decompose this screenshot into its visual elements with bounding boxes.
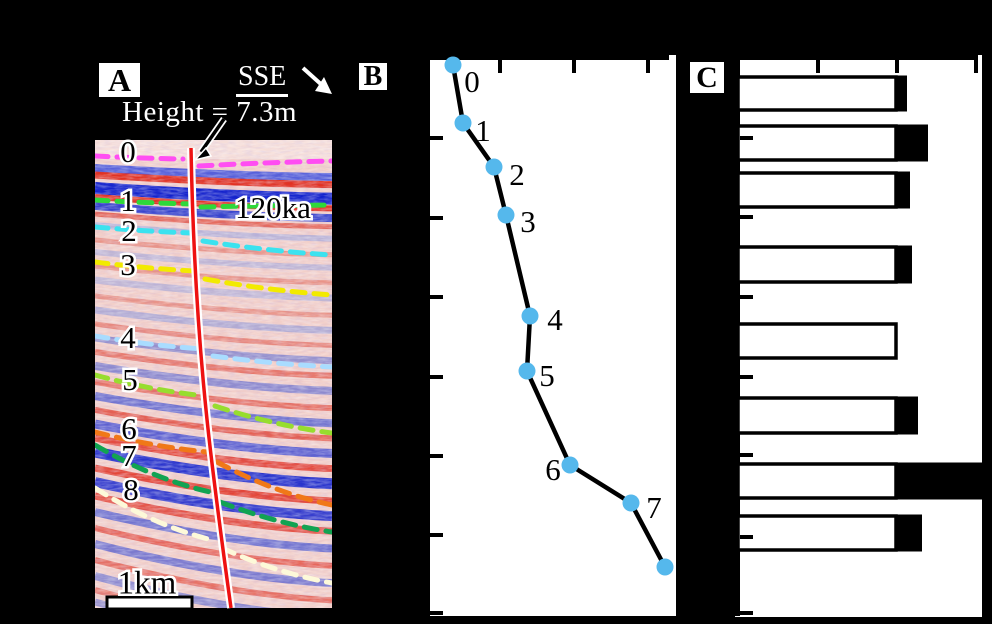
bar-white-segment-3 xyxy=(736,245,898,284)
panel-b-label-box: B xyxy=(356,60,390,93)
bar-black-segment-3 xyxy=(895,245,912,284)
panel-b-label: B xyxy=(363,60,383,92)
horizon-line-5-right xyxy=(212,403,332,436)
point-label-0: 0 xyxy=(464,64,480,99)
panel-c-label: C xyxy=(696,60,718,94)
depth-profile-chart: 0 12 3 4 5 6 7 xyxy=(425,55,676,616)
point-label-4: 4 xyxy=(547,302,563,337)
horizon-line-3-left xyxy=(95,259,198,274)
horizon-label-3: 3 xyxy=(120,247,136,282)
direction-label: SSE xyxy=(236,61,289,97)
sse-direction-arrow xyxy=(301,66,332,94)
point-label-2: 2 xyxy=(509,157,525,192)
bar-black-segment-2 xyxy=(895,171,910,209)
scale-bar: 1km xyxy=(105,563,194,611)
bar-black-segment-1 xyxy=(895,124,928,162)
chart-b-plot-area xyxy=(425,55,676,616)
horizon-label-5: 5 xyxy=(122,362,138,397)
horizon-line-0-left xyxy=(95,153,186,162)
bar-white-segment-2 xyxy=(736,171,898,209)
displacement-bar-chart xyxy=(735,55,984,617)
height-annotation-arrow xyxy=(192,116,227,162)
horizon-line-6-left xyxy=(95,429,210,455)
bar-white-segment-1 xyxy=(736,124,898,162)
bar-black-segment-0 xyxy=(895,75,907,112)
data-point-1 xyxy=(454,114,472,132)
chart-c-bars xyxy=(736,75,984,552)
horizon-line-5-left xyxy=(95,372,208,399)
fault-line xyxy=(189,147,233,609)
chart-c-ticks xyxy=(740,60,978,615)
seismic-section-panel: 0 123 4 5 678 120ka 1km xyxy=(95,116,332,611)
point-label-3: 3 xyxy=(520,204,536,239)
fault-height-annotation: Height = 7.3m xyxy=(122,96,298,128)
horizon-line-1-left xyxy=(95,197,194,207)
horizon-line-8-left xyxy=(95,485,215,543)
bar-black-segment-7 xyxy=(895,514,922,552)
data-point-2 xyxy=(485,158,503,176)
bar-white-segment-0 xyxy=(736,75,898,112)
horizon-line-2-right xyxy=(200,238,332,258)
bar-white-segment-5 xyxy=(736,396,898,435)
horizon-line-6-right xyxy=(214,459,332,508)
data-point-5 xyxy=(518,362,536,380)
point-label-7: 7 xyxy=(646,490,662,525)
horizon-line-7-right xyxy=(217,499,332,535)
bar-white-segment-4 xyxy=(736,322,898,360)
panel-a-label: A xyxy=(107,61,132,98)
point-label-5: 5 xyxy=(539,358,555,393)
horizon-label-0: 0 xyxy=(120,134,136,169)
bar-black-segment-6 xyxy=(895,462,984,500)
panel-a-label-box: A xyxy=(96,60,143,100)
data-point-last xyxy=(656,558,674,576)
horizon-label-8: 8 xyxy=(123,472,139,507)
arrowhead-icon xyxy=(315,77,332,94)
chart-b-ticks xyxy=(430,60,650,615)
horizon-line-4-right xyxy=(210,353,332,370)
interpreted-horizons xyxy=(95,153,332,586)
horizon-line-3-right xyxy=(202,276,332,298)
horizon-line-7-left xyxy=(95,442,213,495)
arrowhead-icon xyxy=(192,146,213,162)
horizon-label-6: 6 xyxy=(121,411,137,446)
bar-white-segment-6 xyxy=(736,462,898,500)
data-point-4 xyxy=(521,307,539,325)
data-point-3 xyxy=(497,206,515,224)
horizon-number-labels: 0 123 4 5 678 xyxy=(118,131,142,509)
chart-b-data-points xyxy=(444,56,674,576)
seismic-noise-dark xyxy=(95,140,332,608)
scale-bar-label: 1km xyxy=(118,566,177,602)
horizon-line-2-left xyxy=(95,224,196,236)
data-point-7 xyxy=(622,494,640,512)
bar-black-segment-5 xyxy=(895,396,918,435)
horizon-line-4-left xyxy=(95,333,206,352)
horizon-line-0-right xyxy=(196,158,332,169)
point-label-1: 1 xyxy=(475,113,491,148)
horizon-line-1-right xyxy=(198,202,332,210)
point-label-6: 6 xyxy=(545,452,561,487)
horizon-label-4: 4 xyxy=(120,320,136,355)
data-point-0 xyxy=(444,56,462,74)
age-label: 120ka xyxy=(235,190,311,225)
horizon-label-1: 1 xyxy=(120,183,136,218)
horizon-label-2: 2 xyxy=(121,213,137,248)
bar-white-segment-7 xyxy=(736,514,898,552)
chart-b-point-labels: 0 12 3 4 5 6 7 xyxy=(464,64,662,525)
data-point-6 xyxy=(561,456,579,474)
horizon-label-7: 7 xyxy=(121,438,137,473)
horizon-line-8-right xyxy=(219,545,332,586)
panel-c-label-box: C xyxy=(687,59,727,96)
